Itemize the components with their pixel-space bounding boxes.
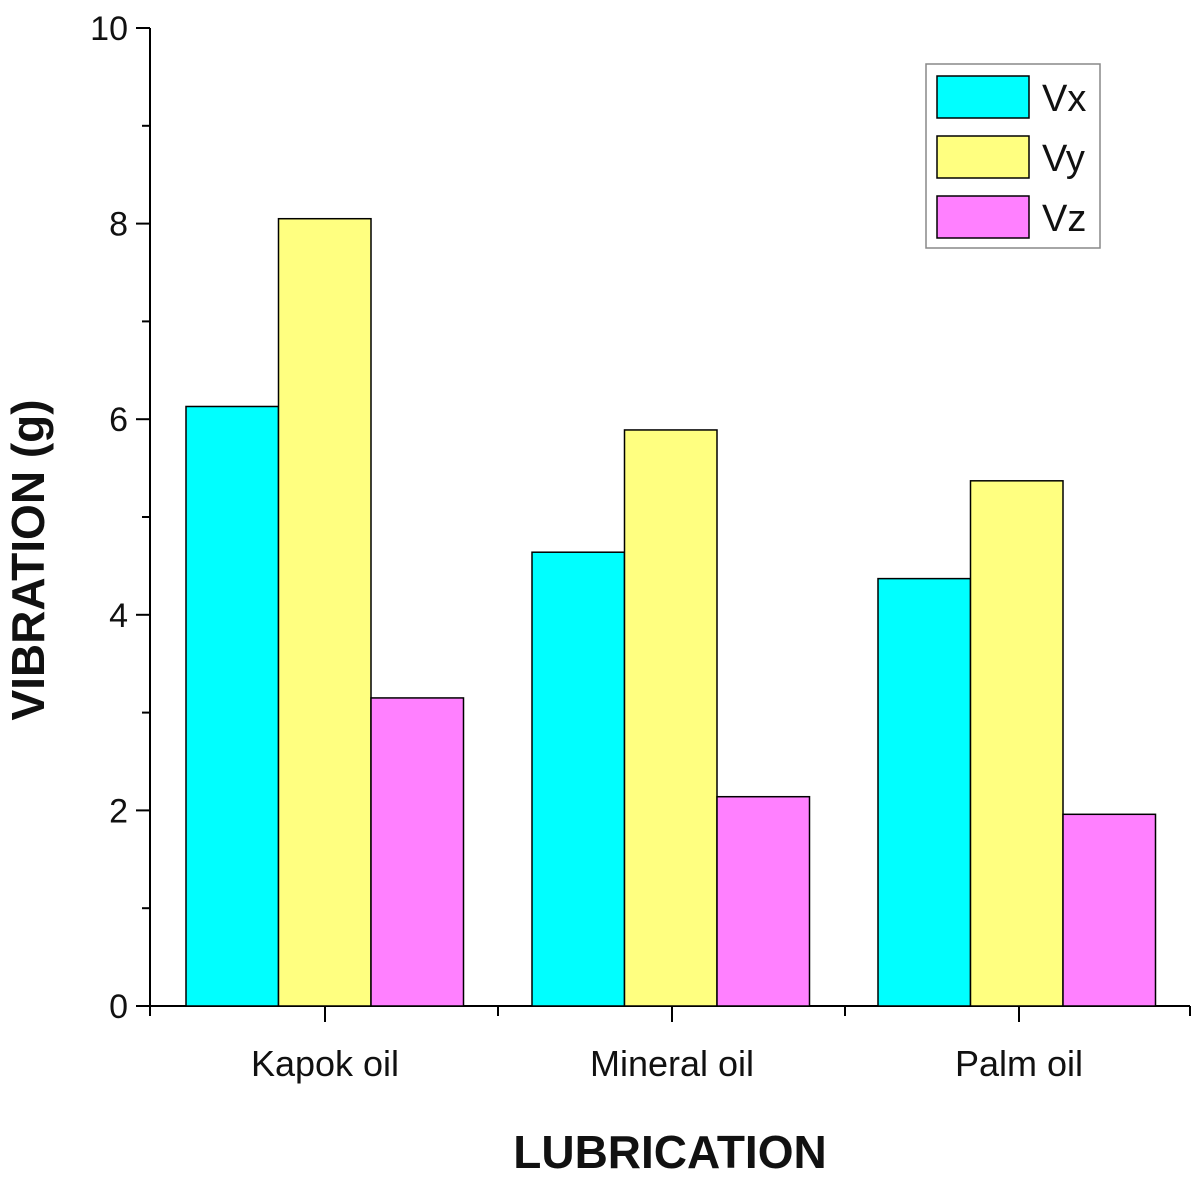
vz-bar xyxy=(1062,813,1157,1007)
legend-label-vx: Vx xyxy=(1042,78,1086,120)
legend-label-vy: Vy xyxy=(1042,138,1085,180)
bars xyxy=(185,217,1157,1007)
legend-swatch-vz xyxy=(936,195,1030,239)
y-tick-label: 6 xyxy=(109,401,128,439)
x-ticks xyxy=(149,1006,1191,1022)
vz-bar xyxy=(716,795,811,1007)
vz-bar xyxy=(370,697,465,1007)
y-tick-label: 8 xyxy=(109,206,128,244)
y-tick-label: 0 xyxy=(109,988,128,1026)
legend-swatch-vy xyxy=(936,135,1030,179)
x-axis-title: LUBRICATION xyxy=(513,1126,826,1178)
x-category-label: Kapok oil xyxy=(251,1043,399,1084)
y-axis-title: VIBRATION (g) xyxy=(2,399,54,720)
y-ticks: 0 2 4 6 8 10 xyxy=(90,10,150,1026)
vx-bar xyxy=(185,405,280,1007)
legend-swatch-vx xyxy=(936,75,1030,119)
legend: Vx Vy Vz xyxy=(925,63,1101,249)
category-labels: Kapok oil Mineral oil Palm oil xyxy=(251,1043,1083,1084)
vx-bar xyxy=(531,551,626,1007)
vy-bar xyxy=(277,217,372,1007)
x-category-label: Palm oil xyxy=(955,1043,1083,1084)
y-tick-label: 2 xyxy=(109,792,128,830)
y-tick-label: 10 xyxy=(90,10,128,48)
vx-bar xyxy=(877,577,972,1007)
legend-label-vz: Vz xyxy=(1042,198,1086,240)
vy-bar xyxy=(623,429,718,1007)
x-category-label: Mineral oil xyxy=(590,1043,754,1084)
y-tick-label: 4 xyxy=(109,597,128,635)
vy-bar xyxy=(969,480,1064,1007)
